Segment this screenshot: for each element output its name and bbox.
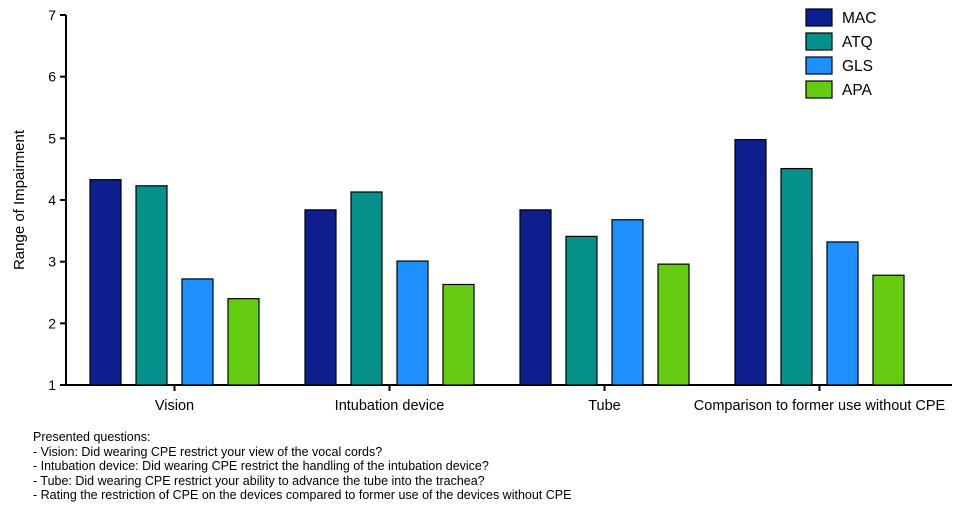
legend-label-mac: MAC	[842, 10, 876, 27]
bar-atq-3	[780, 167, 813, 386]
bar-atq-1	[350, 191, 383, 386]
y-tick-label: 4	[48, 192, 56, 208]
bar-gls-0	[181, 278, 214, 386]
note-item-intubation-device: - Intubation device: Did wearing CPE res…	[33, 459, 489, 473]
bar-apa-2	[657, 263, 690, 386]
legend: MAC ATQ GLS APA	[805, 8, 876, 99]
note-item-comparison: - Rating the restriction of CPE on the d…	[33, 488, 572, 502]
bar-mac-1	[304, 209, 337, 386]
bar-apa-3	[872, 274, 905, 386]
y-tick-label: 7	[48, 7, 56, 23]
y-tick-label: 5	[48, 130, 56, 146]
legend-swatch-mac	[805, 8, 833, 27]
bars	[89, 138, 905, 386]
x-axis: Vision Intubation device Tube Comparison to…	[66, 384, 952, 414]
legend-label-atq: ATQ	[842, 34, 873, 51]
x-tick-label: Intubation device	[335, 398, 445, 414]
legend-swatch-atq	[805, 32, 833, 51]
legend-label-gls: GLS	[842, 58, 873, 75]
bar-mac-0	[89, 179, 122, 386]
y-tick-label: 3	[48, 254, 56, 270]
bar-gls-1	[396, 260, 429, 386]
bar-mac-3	[734, 138, 767, 386]
x-tick-label: Tube	[588, 398, 621, 414]
legend-swatch-apa	[805, 80, 833, 99]
y-tick-label: 1	[48, 377, 56, 393]
y-tick-label: 2	[48, 315, 56, 331]
legend-label-apa: APA	[842, 82, 873, 99]
bar-atq-0	[135, 185, 168, 386]
y-axis-label: Range of Impairment	[11, 129, 28, 270]
notes-heading: Presented questions:	[33, 430, 151, 444]
x-tick-label: Vision	[155, 398, 194, 414]
bar-gls-3	[826, 241, 859, 386]
bar-apa-0	[227, 298, 260, 386]
bar-gls-2	[611, 219, 644, 386]
legend-swatch-gls	[805, 56, 833, 75]
bar-atq-2	[565, 235, 598, 386]
y-tick-label: 6	[48, 69, 56, 85]
question-notes: Presented questions: - Vision: Did weari…	[33, 430, 571, 503]
note-item-vision: - Vision: Did wearing CPE restrict your …	[33, 444, 383, 459]
y-axis: 1 2 3 4 5 6 7	[48, 7, 67, 393]
x-tick-label: Comparison to former use without CPE	[694, 398, 946, 414]
note-item-tube: - Tube: Did wearing CPE restrict your ab…	[33, 473, 485, 488]
bar-mac-2	[519, 209, 552, 386]
bar-apa-1	[442, 283, 475, 386]
bar-chart: 1 2 3 4 5 6 7 Vision Intubation device Tube Compa…	[11, 7, 952, 414]
